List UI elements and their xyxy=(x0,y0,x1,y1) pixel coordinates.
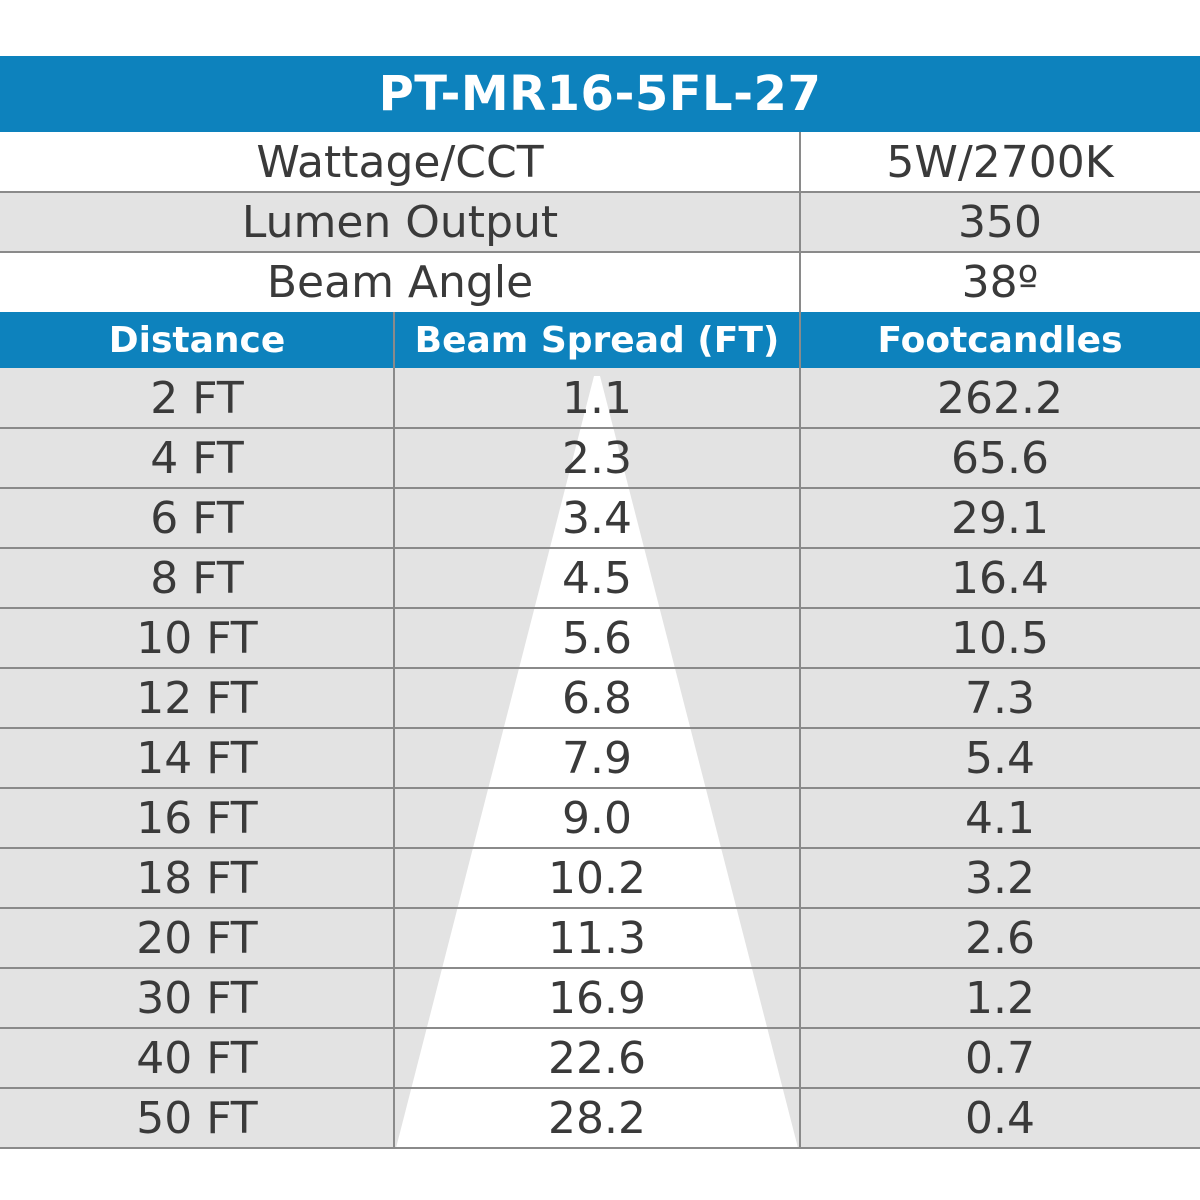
row-divider xyxy=(0,607,1200,609)
spec-row-band xyxy=(0,192,1200,252)
beam-cone-shape xyxy=(396,376,798,1148)
cell-beam-spread: 28.2 xyxy=(548,1092,646,1144)
cell-distance: 10 FT xyxy=(136,612,258,664)
spec-value-lumen: 350 xyxy=(958,196,1042,248)
row-divider xyxy=(0,487,1200,489)
cell-footcandles: 3.2 xyxy=(965,852,1035,904)
row-divider xyxy=(0,667,1200,669)
cell-distance: 30 FT xyxy=(136,972,258,1024)
cell-footcandles: 262.2 xyxy=(937,372,1063,424)
cell-distance: 12 FT xyxy=(136,672,258,724)
cell-distance: 18 FT xyxy=(136,852,258,904)
cell-beam-spread: 4.5 xyxy=(562,552,632,604)
cell-footcandles: 4.1 xyxy=(965,792,1035,844)
cell-beam-spread: 6.8 xyxy=(562,672,632,724)
cell-beam-spread: 10.2 xyxy=(548,852,646,904)
cell-footcandles: 0.4 xyxy=(965,1092,1035,1144)
spec-label-lumen: Lumen Output xyxy=(241,196,559,248)
cell-beam-spread: 7.9 xyxy=(562,732,632,784)
cell-footcandles: 16.4 xyxy=(951,552,1049,604)
column-header-beam-spread: Beam Spread (FT) xyxy=(394,312,800,368)
cell-footcandles: 2.6 xyxy=(965,912,1035,964)
row-divider xyxy=(0,847,1200,849)
cell-distance: 6 FT xyxy=(150,492,244,544)
spec-column-divider xyxy=(799,132,801,312)
row-divider xyxy=(0,907,1200,909)
row-divider xyxy=(0,547,1200,549)
cell-distance: 20 FT xyxy=(136,912,258,964)
cell-footcandles: 1.2 xyxy=(965,972,1035,1024)
cell-distance: 4 FT xyxy=(150,432,244,484)
row-divider xyxy=(0,1027,1200,1029)
column-header-footcandles: Footcandles xyxy=(800,312,1200,368)
cell-beam-spread: 2.3 xyxy=(562,432,632,484)
cell-footcandles: 10.5 xyxy=(951,612,1049,664)
product-title: PT-MR16-5FL-27 xyxy=(0,56,1200,132)
column-header-distance: Distance xyxy=(0,312,394,368)
cell-beam-spread: 5.6 xyxy=(562,612,632,664)
row-divider xyxy=(0,787,1200,789)
cell-footcandles: 0.7 xyxy=(965,1032,1035,1084)
spec-label-wattage: Wattage/CCT xyxy=(256,136,544,188)
column-divider xyxy=(393,312,395,1148)
cell-distance: 8 FT xyxy=(150,552,244,604)
cell-beam-spread: 16.9 xyxy=(548,972,646,1024)
row-divider xyxy=(0,727,1200,729)
spec-row-divider xyxy=(0,191,1200,193)
spec-value-wattage: 5W/2700K xyxy=(886,136,1114,188)
column-divider xyxy=(799,312,801,1148)
cell-distance: 16 FT xyxy=(136,792,258,844)
table-bottom-line xyxy=(0,1147,1200,1149)
row-divider xyxy=(0,427,1200,429)
row-divider xyxy=(0,967,1200,969)
cell-distance: 40 FT xyxy=(136,1032,258,1084)
row-divider xyxy=(0,1087,1200,1089)
cell-beam-spread: 11.3 xyxy=(548,912,646,964)
spec-label-beam-angle: Beam Angle xyxy=(266,256,534,308)
cell-beam-spread: 22.6 xyxy=(548,1032,646,1084)
cell-beam-spread: 1.1 xyxy=(562,372,632,424)
cell-beam-spread: 3.4 xyxy=(562,492,632,544)
cell-distance: 2 FT xyxy=(150,372,244,424)
cell-distance: 14 FT xyxy=(136,732,258,784)
cell-distance: 50 FT xyxy=(136,1092,258,1144)
cell-footcandles: 29.1 xyxy=(951,492,1049,544)
cell-footcandles: 7.3 xyxy=(965,672,1035,724)
spec-row-divider xyxy=(0,251,1200,253)
cell-footcandles: 5.4 xyxy=(965,732,1035,784)
spec-value-beam-angle: 38º xyxy=(961,256,1039,308)
cell-beam-spread: 9.0 xyxy=(562,792,632,844)
cell-footcandles: 65.6 xyxy=(951,432,1049,484)
